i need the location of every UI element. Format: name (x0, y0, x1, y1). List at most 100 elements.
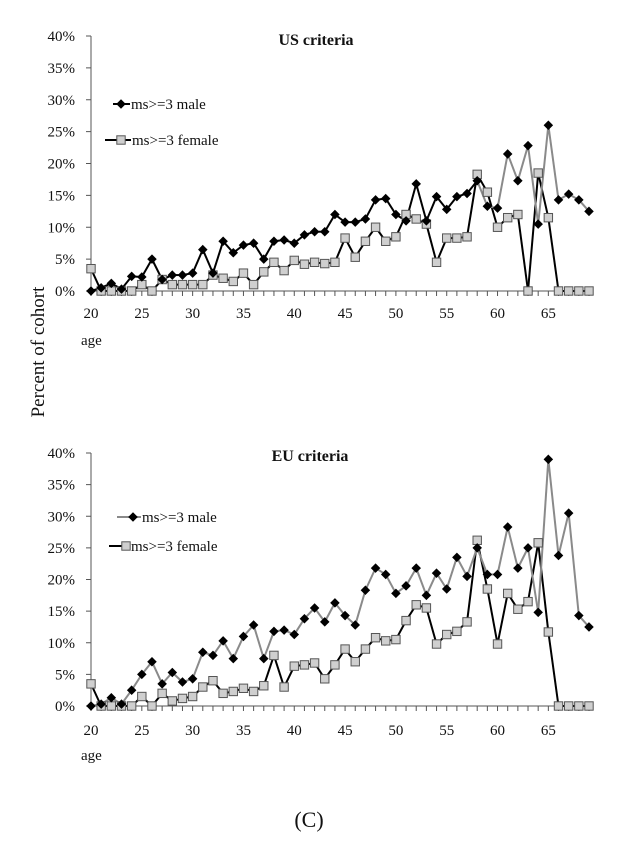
female-data-point (259, 681, 269, 691)
female-data-point (299, 660, 310, 670)
female-data-point (289, 255, 299, 266)
y-tick-label: 35% (48, 478, 76, 494)
x-tick-label: 60 (490, 306, 505, 322)
male-data-point (309, 603, 320, 613)
female-data-point (462, 617, 472, 627)
series-line-segment (425, 223, 438, 263)
male-data-point (218, 636, 228, 646)
female-data-point (157, 688, 167, 699)
male-data-point (289, 238, 300, 248)
male-data-point (584, 622, 594, 632)
male-data-point (259, 254, 269, 264)
y-tick-label: 40% (48, 29, 76, 45)
male-data-point (248, 620, 259, 630)
y-tick-label: 0% (55, 284, 75, 300)
male-data-point (319, 226, 330, 237)
male-data-point (472, 175, 482, 186)
male-data-point (533, 219, 543, 229)
y-tick-label: 30% (48, 93, 76, 109)
male-data-point (411, 563, 421, 573)
x-tick-label: 65 (541, 306, 556, 322)
female-data-point (289, 661, 299, 671)
y-axis-title: Percent of cohort (28, 286, 49, 418)
series-line-segment (516, 214, 530, 292)
male-data-point (421, 590, 432, 601)
male-data-point (269, 626, 279, 637)
series-line-segment (547, 125, 560, 200)
series-line-segment (364, 199, 377, 220)
series-line-segment (364, 567, 377, 591)
y-tick-label: 30% (48, 509, 76, 525)
chart-us-criteria: 0% 5% 10% 15% 20% 25% 30% 35% 40% 20 25 30 35 40 45 50 5… (48, 29, 594, 349)
male-data-point (411, 179, 421, 189)
female-data-point (187, 279, 198, 290)
y-tick-label: 20% (48, 157, 76, 173)
female-data-point (218, 688, 228, 699)
series-line-segment (486, 588, 499, 645)
female-data-point (553, 701, 564, 711)
legend-label: ms>=3 male (142, 510, 217, 526)
female-data-point (86, 679, 96, 689)
y-tick-label: 10% (48, 636, 76, 652)
series-line-segment (232, 636, 245, 659)
female-data-point (187, 691, 198, 702)
male-data-point (177, 677, 188, 687)
male-data-point (441, 584, 452, 594)
male-data-point (350, 620, 361, 630)
male-data-point (553, 195, 564, 205)
male-data-point (553, 550, 564, 561)
female-data-point (442, 629, 452, 640)
male-data-point (482, 569, 493, 580)
series-line-segment (262, 655, 275, 687)
series-line-segment (496, 526, 509, 575)
female-data-point (167, 279, 178, 290)
female-data-point (431, 257, 442, 268)
male-data-point (482, 201, 493, 211)
series-line-segment (191, 651, 204, 680)
x-tick-label: 35 (236, 306, 251, 322)
male-data-point (513, 563, 523, 573)
male-data-point (238, 631, 249, 642)
male-data-point (126, 271, 137, 282)
male-data-point (208, 650, 218, 661)
series-line-segment (547, 631, 560, 707)
male-data-point (441, 204, 452, 215)
series-line-segment (455, 556, 468, 577)
series-line-segment (527, 547, 540, 613)
female-data-point (563, 701, 574, 711)
series-line-segment (557, 512, 570, 556)
male-data-point (147, 656, 157, 667)
series-line-segment (496, 153, 509, 209)
female-data-point (411, 600, 421, 610)
x-tick-label: 30 (185, 306, 200, 322)
female-data-point (106, 701, 117, 711)
female-data-point (482, 187, 493, 197)
series-line-segment (151, 661, 164, 685)
male-data-point (289, 629, 300, 640)
series-line-segment (466, 174, 479, 237)
series-line-segment (496, 593, 509, 645)
male-data-point (584, 206, 594, 217)
series-line-segment (272, 655, 286, 688)
series-line-segment (516, 145, 529, 181)
female-data-point (563, 286, 574, 296)
series-line-segment (547, 217, 560, 292)
female-data-point (279, 682, 289, 692)
y-tick-label: 5% (55, 252, 75, 268)
x-tick-label: 45 (338, 723, 353, 739)
series-line-segment (516, 547, 529, 569)
chart-title: EU criteria (272, 448, 349, 465)
male-data-point (147, 254, 157, 264)
female-data-point (421, 603, 432, 613)
female-data-point (228, 686, 238, 697)
chart-eu-criteria: 0% 5% 10% 15% 20% 25% 30% 35% 40% 20 25 30 35 40 45 50 5… (48, 446, 594, 764)
male-data-point (299, 613, 310, 624)
female-data-point (452, 233, 462, 243)
female-data-point (177, 693, 188, 704)
male-data-point (238, 240, 249, 250)
y-tick-label: 15% (48, 604, 76, 620)
y-tick-label: 10% (48, 220, 76, 236)
female-data-point (309, 257, 320, 268)
female-data-point (543, 212, 554, 223)
series-line-segment (415, 183, 428, 222)
